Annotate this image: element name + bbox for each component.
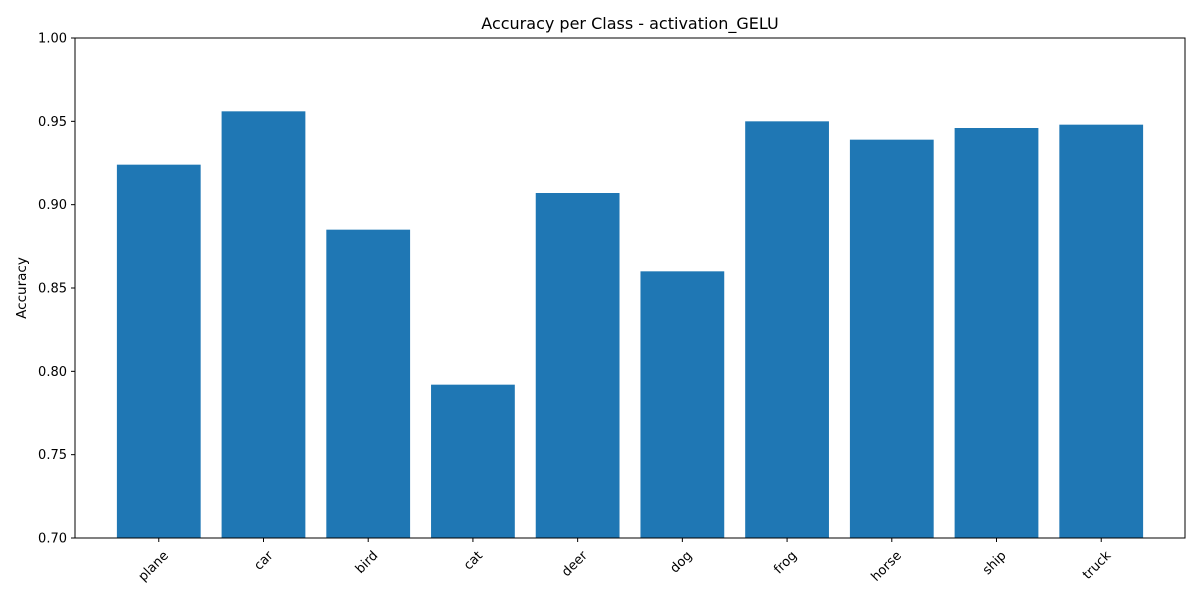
bar-horse <box>849 139 934 539</box>
x-tick-label-deer: deer <box>559 548 591 580</box>
bar-frog <box>745 121 829 538</box>
y-tick-label: 0.70 <box>38 532 67 547</box>
bar-dog <box>640 271 725 538</box>
y-tick-label: 1.00 <box>38 32 67 47</box>
y-tick-label: 0.85 <box>38 282 67 297</box>
bar-car <box>221 111 306 538</box>
bar-truck <box>1059 124 1144 539</box>
y-tick-label: 0.95 <box>38 115 67 130</box>
plot-frame <box>74 37 1186 539</box>
chart-title: Accuracy per Class - activation_GELU <box>481 14 778 34</box>
y-tick-label: 0.75 <box>38 448 67 463</box>
y-axis-ticks: 0.70 0.75 0.80 0.85 0.90 0.95 1.00 <box>38 32 75 547</box>
x-tick-label-ship: ship <box>980 548 1010 578</box>
y-axis-label: Accuracy <box>14 257 30 319</box>
bar-plane <box>116 164 201 539</box>
bar-bird <box>326 229 411 539</box>
x-tick-label-truck: truck <box>1080 548 1115 583</box>
x-tick-label-cat: cat <box>461 548 486 573</box>
x-tick-label-horse: horse <box>869 548 905 584</box>
x-tick-label-car: car <box>251 548 277 574</box>
bar-ship <box>954 128 1039 538</box>
x-tick-label-plane: plane <box>136 548 172 584</box>
x-tick-label-bird: bird <box>353 548 381 576</box>
bars-group <box>116 111 1144 539</box>
x-axis-ticks: plane car bird cat deer dog frog horse ship truck <box>136 538 1115 585</box>
y-tick-label: 0.90 <box>38 198 67 213</box>
x-tick-label-frog: frog <box>771 548 800 577</box>
bar-cat <box>431 384 515 538</box>
y-tick-label: 0.80 <box>38 365 67 380</box>
bar-deer <box>535 193 620 538</box>
x-tick-label-dog: dog <box>667 548 695 576</box>
